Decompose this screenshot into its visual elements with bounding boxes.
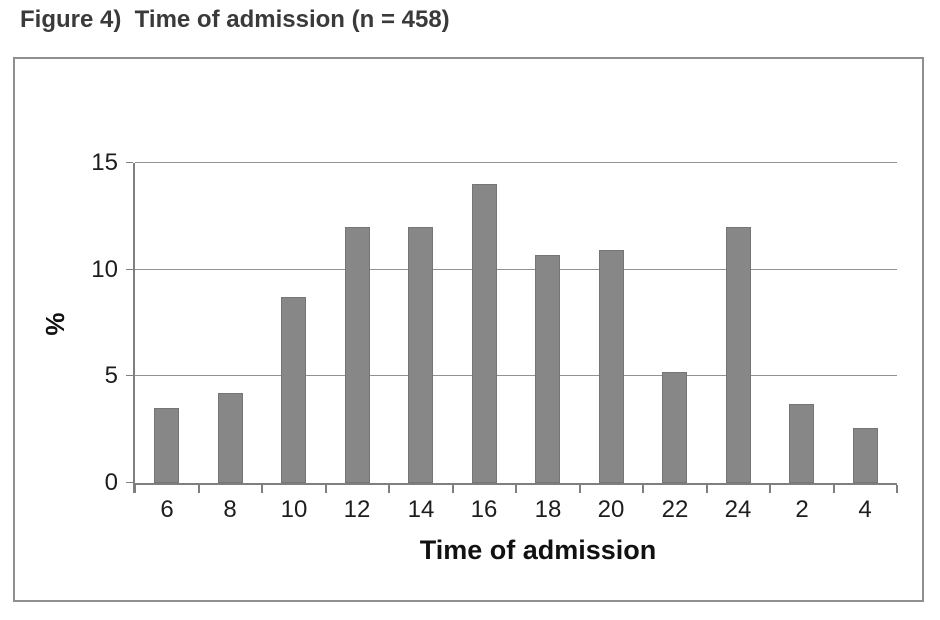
x-axis-line (133, 483, 897, 485)
x-tick-label: 18 (534, 496, 562, 523)
y-tick-label: 15 (91, 149, 118, 176)
y-tick-mark (126, 482, 133, 483)
bar-18 (535, 255, 560, 483)
x-tick-label: 8 (223, 496, 237, 523)
bar-4 (853, 428, 878, 483)
x-axis-title: Time of admission (419, 535, 657, 565)
x-tick-mark (325, 485, 327, 493)
x-tick-label: 14 (407, 496, 435, 523)
x-tick-label: 6 (160, 496, 174, 523)
bar-22 (662, 372, 687, 483)
x-tick-mark (515, 485, 517, 493)
bar-8 (218, 393, 243, 483)
bar-12 (345, 227, 370, 483)
y-axis-line (133, 163, 135, 493)
x-tick-mark (579, 485, 581, 493)
bar-20 (599, 250, 624, 483)
y-tick-label: 5 (104, 362, 118, 390)
x-tick-mark (833, 485, 835, 493)
x-tick-label: 10 (280, 496, 308, 523)
x-tick-label: 22 (661, 496, 689, 523)
x-tick-mark (388, 485, 390, 493)
bar-2 (789, 404, 814, 483)
x-tick-mark (769, 485, 771, 493)
x-tick-mark (198, 485, 200, 493)
figure-title: Figure 4) Time of admission (n = 458) (20, 6, 450, 33)
y-tick-label: 0 (104, 469, 118, 496)
bar-24 (726, 227, 751, 483)
y-tick-label: 10 (91, 255, 118, 283)
x-tick-label: 12 (343, 496, 371, 523)
x-tick-mark (896, 485, 898, 493)
x-tick-label: 4 (858, 496, 872, 523)
x-tick-mark (452, 485, 454, 493)
x-tick-label: 2 (795, 496, 809, 523)
bar-16 (472, 184, 497, 483)
x-tick-label: 20 (597, 496, 625, 523)
chart-frame: % Time of admission 0 5 10 15 6 8 10 12 14 16 18 20… (13, 57, 924, 602)
x-tick-mark (134, 485, 136, 493)
gridline (135, 375, 897, 377)
y-tick-mark (126, 375, 133, 377)
gridline (135, 268, 897, 270)
x-tick-mark (261, 485, 263, 493)
x-tick-mark (706, 485, 708, 493)
x-tick-label: 24 (724, 496, 752, 523)
y-axis-title: % (40, 312, 70, 336)
y-tick-mark (126, 268, 133, 270)
gridline (135, 162, 897, 163)
y-tick-mark (126, 162, 133, 163)
bar-10 (281, 297, 306, 483)
bar-6 (154, 408, 179, 483)
x-tick-label: 16 (470, 496, 498, 523)
x-tick-mark (642, 485, 644, 493)
bar-14 (408, 227, 433, 483)
